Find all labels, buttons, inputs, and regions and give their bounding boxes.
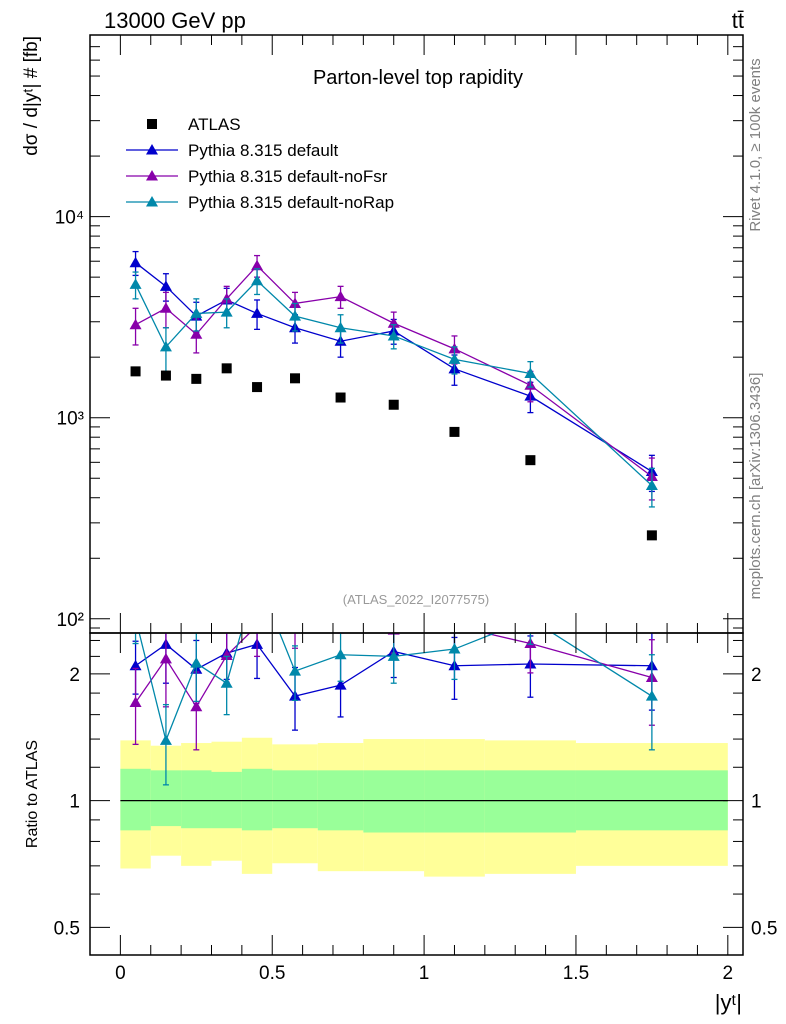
ratio-series-point xyxy=(251,620,263,631)
ratio-series-point xyxy=(387,650,400,661)
source-label: mcplots.cern.ch [arXiv:1306.3436] xyxy=(747,373,764,600)
y-tick-label: 10² xyxy=(57,610,84,631)
legend-label: Pythia 8.315 default xyxy=(188,141,339,160)
ratio-frame xyxy=(89,632,744,956)
series-point xyxy=(190,328,203,339)
x-tick-label: 0.5 xyxy=(259,963,285,984)
series-point xyxy=(645,479,658,491)
ratio-series-point xyxy=(220,677,233,688)
series-point xyxy=(159,280,172,291)
series-point xyxy=(448,353,461,364)
ratio-series-point xyxy=(334,679,347,690)
x-tick-label: 1 xyxy=(419,963,430,984)
y-tick-label: 10⁴ xyxy=(55,208,84,229)
legend-label: Pythia 8.315 default-noRap xyxy=(188,193,394,212)
energy-label: 13000 GeV pp xyxy=(104,8,246,33)
ratio-y-tick-label-right: 1 xyxy=(751,792,762,813)
ratio-band-inner xyxy=(484,770,576,833)
data-point xyxy=(191,373,202,384)
legend-label: Pythia 8.315 default-noFsr xyxy=(188,167,388,186)
ratio-band-inner xyxy=(120,768,151,831)
series-point xyxy=(220,292,233,304)
data-point xyxy=(646,530,657,541)
ratio-series-point xyxy=(335,606,347,617)
series-line xyxy=(135,262,653,473)
series-point xyxy=(334,290,347,302)
data-point xyxy=(525,455,536,466)
data-point xyxy=(449,426,460,437)
legend-marker xyxy=(146,144,158,155)
legend: ATLAS Pythia 8.315 default Pythia 8.315 de… xyxy=(126,115,394,212)
ratio-band-inner xyxy=(272,770,318,829)
ratio-band-inner xyxy=(424,770,485,833)
ratio-series-point xyxy=(159,734,172,745)
data-point xyxy=(290,373,301,384)
y-tick-label: 10³ xyxy=(57,409,84,430)
ratio-y-tick-label: 2 xyxy=(69,665,80,686)
x-tick-label: 2 xyxy=(723,963,734,984)
series-point xyxy=(159,302,172,313)
ratio-band-inner xyxy=(363,770,425,833)
ratio-series-point xyxy=(524,613,536,624)
x-tick-label: 1.5 xyxy=(563,963,589,984)
ratio-series-point xyxy=(190,657,203,668)
series-point xyxy=(129,256,142,268)
data-point xyxy=(130,366,141,377)
analysis-label: (ATLAS_2022_I2077575) xyxy=(343,592,489,607)
legend-marker xyxy=(146,196,158,207)
ratio-series-point xyxy=(289,620,301,631)
ratio-series-point xyxy=(159,652,172,664)
ratio-y-tick-label: 0.5 xyxy=(54,918,80,939)
series-point xyxy=(129,318,142,330)
ratio-series-line xyxy=(135,633,653,709)
series-point xyxy=(129,278,142,289)
ratio-series-point xyxy=(448,643,461,654)
ratio-series-point xyxy=(190,700,203,712)
ratio-series-point xyxy=(645,690,658,701)
series-point xyxy=(524,367,537,378)
ratio-series-point xyxy=(129,659,142,671)
series-point xyxy=(190,307,203,318)
chart-title: Parton-level top rapidity xyxy=(313,67,523,89)
ratio-series-point xyxy=(251,571,263,582)
series-point xyxy=(251,307,264,318)
series-point xyxy=(251,274,264,286)
ratio-y-axis-label: Ratio to ATLAS xyxy=(24,740,41,848)
rivet-label: Rivet 4.1.0, ≥ 100k events xyxy=(747,58,764,231)
ratio-band-inner xyxy=(241,768,273,831)
ratio-y-tick-label-right: 0.5 xyxy=(751,918,777,939)
y-axis-label: dσ / d|yᵗ| # [fb] xyxy=(21,36,42,156)
data-point xyxy=(252,382,263,393)
ratio-y-tick-label-right: 2 xyxy=(751,665,762,686)
ratio-band-inner xyxy=(181,770,212,829)
series-point xyxy=(251,259,264,271)
ratio-series-point xyxy=(130,612,142,623)
series-line xyxy=(134,279,653,487)
series-point xyxy=(159,340,172,352)
data-point xyxy=(221,363,232,374)
main-panel: 10² 10³ 10⁴ Parton-level top rapidity (ATL… xyxy=(55,34,744,634)
data-point xyxy=(388,399,399,410)
ratio-series-point xyxy=(289,665,302,676)
x-tick-label: 0 xyxy=(115,963,126,984)
ratio-y-tick-label: 1 xyxy=(69,792,80,813)
legend-marker-atlas xyxy=(147,119,157,129)
series-point xyxy=(334,321,347,333)
legend-marker xyxy=(146,170,158,181)
series-point xyxy=(289,297,302,308)
process-label: tt̄ xyxy=(732,8,744,33)
data-point xyxy=(335,392,346,403)
ratio-series-point xyxy=(129,696,142,707)
x-axis-label: |yᵗ| xyxy=(715,990,742,1015)
ratio-series-point xyxy=(220,649,233,661)
series-point xyxy=(387,329,400,341)
ratio-series-point xyxy=(334,648,347,660)
ratio-panel: 0.5 0.5 1 1 2 2 0 0.5 1 1.5 2 xyxy=(54,571,777,984)
legend-label-atlas: ATLAS xyxy=(188,115,241,134)
series-line xyxy=(135,264,653,478)
series-point xyxy=(220,306,233,317)
series-point xyxy=(289,310,302,321)
data-point xyxy=(160,370,171,381)
